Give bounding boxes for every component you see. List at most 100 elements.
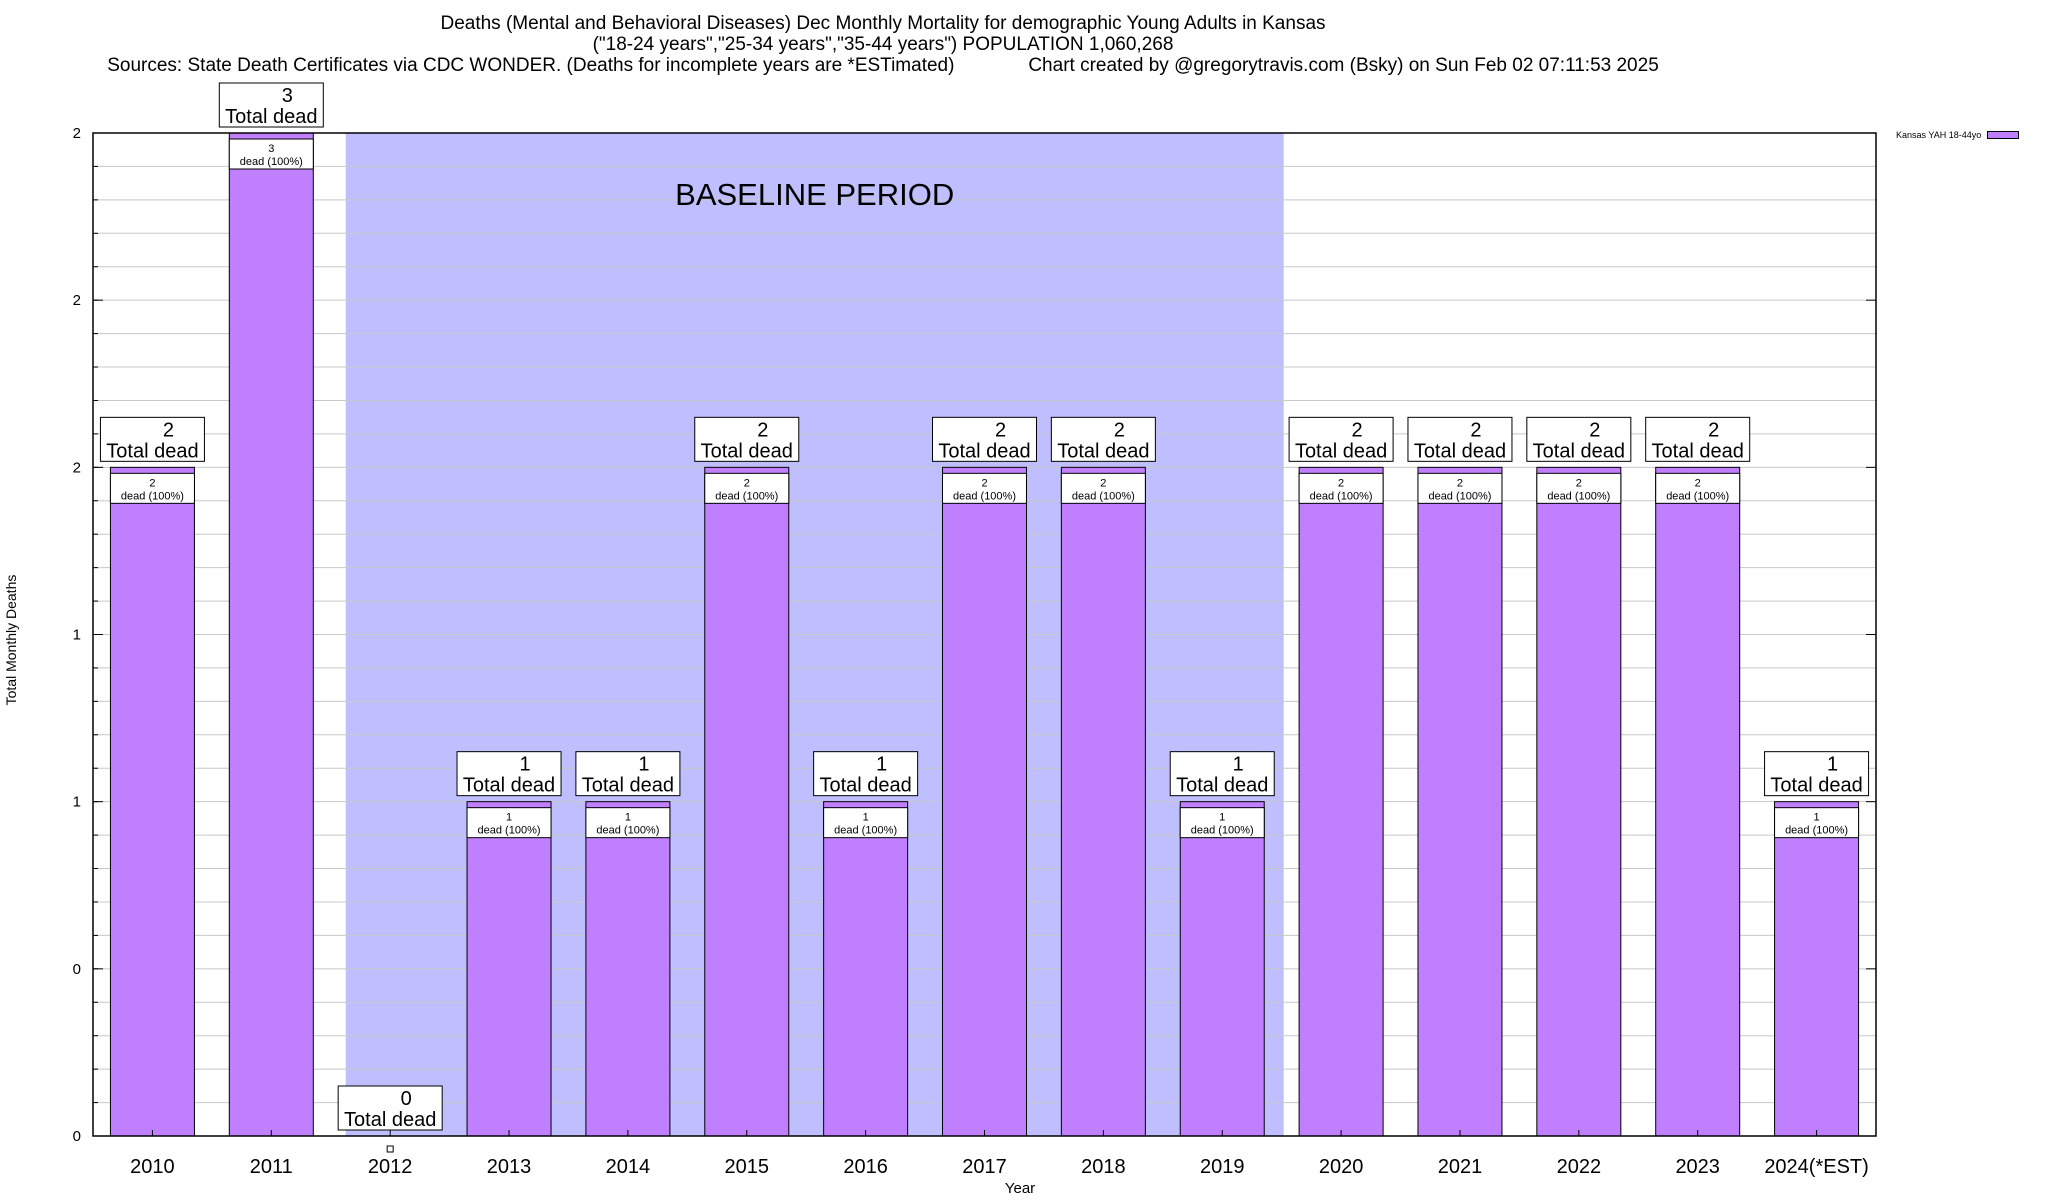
- total-label-value: 2: [163, 419, 174, 441]
- inner-label-text: dead (100%): [1310, 490, 1373, 502]
- total-label-text: Total dead: [1652, 440, 1744, 462]
- inner-label-box: [585, 807, 671, 839]
- total-label-box: [1407, 416, 1513, 462]
- bar-2023: [1655, 466, 1741, 1137]
- legend: Kansas YAH 18-44yo: [1896, 130, 2020, 140]
- total-label-box: [456, 751, 562, 797]
- bar-2021: [1417, 466, 1503, 1137]
- bar-2016: [823, 801, 909, 1137]
- chart-title-line-1: Deaths (Mental and Behavioral Diseases) …: [440, 13, 1326, 34]
- total-label-text: Total dead: [1057, 440, 1149, 462]
- inner-label-box: [109, 472, 195, 504]
- total-label-text: Total dead: [701, 440, 793, 462]
- inner-label-value: 3: [268, 143, 274, 155]
- y-tick-label: 2: [73, 125, 81, 142]
- x-tick-label: 2022: [1557, 1156, 1602, 1178]
- bar-2020: [1298, 466, 1384, 1137]
- total-label-value: 3: [282, 85, 293, 107]
- inner-label-value: 2: [1457, 477, 1463, 489]
- total-label-text: Total dead: [1770, 775, 1862, 797]
- y-tick-label: 0: [73, 1128, 81, 1145]
- total-label-text: Total dead: [106, 440, 198, 462]
- inner-label-value: 1: [863, 812, 869, 824]
- inner-label-box: [1536, 472, 1622, 504]
- inner-label-box: [823, 807, 909, 839]
- inner-label-value: 2: [744, 477, 750, 489]
- inner-label-box: [942, 472, 1027, 504]
- inner-label-text: dead (100%): [121, 490, 184, 502]
- y-tick-label: 1: [73, 794, 81, 811]
- inner-label-text: dead (100%): [1785, 825, 1848, 837]
- inner-label-value: 1: [506, 812, 512, 824]
- x-tick-label: 2023: [1675, 1156, 1720, 1178]
- x-tick-label: 2018: [1081, 1156, 1126, 1178]
- total-label-value: 1: [519, 754, 530, 776]
- x-tick-label: 2016: [843, 1156, 888, 1178]
- total-label-text: Total dead: [344, 1109, 436, 1131]
- inner-label-box: [1298, 472, 1384, 504]
- x-tick-label: 2013: [487, 1156, 532, 1178]
- x-tick-label: 2024(*EST): [1764, 1156, 1869, 1178]
- total-label-text: Total dead: [1414, 440, 1506, 462]
- inner-label-text: dead (100%): [715, 490, 778, 502]
- total-label-value: 1: [1827, 754, 1838, 776]
- bar-2022: [1536, 466, 1622, 1137]
- total-label-value: 2: [1708, 419, 1719, 441]
- x-tick-label: 2020: [1319, 1156, 1364, 1178]
- total-label-text: Total dead: [582, 775, 674, 797]
- total-label-box: [1764, 751, 1870, 797]
- bar-2010: [109, 466, 195, 1137]
- inner-label-box: [466, 807, 552, 839]
- inner-label-text: dead (100%): [1191, 825, 1254, 837]
- inner-label-text: dead (100%): [1666, 490, 1729, 502]
- bar-2017: [942, 466, 1027, 1137]
- inner-label-text: dead (100%): [240, 156, 303, 168]
- total-label-box: [1288, 416, 1394, 462]
- inner-label-box: [1060, 472, 1146, 504]
- inner-label-text: dead (100%): [1547, 490, 1610, 502]
- total-label-text: Total dead: [1295, 440, 1387, 462]
- inner-label-box: [1417, 472, 1503, 504]
- x-tick-label: 2015: [725, 1156, 770, 1178]
- inner-label-text: dead (100%): [478, 825, 541, 837]
- inner-label-box: [228, 138, 314, 170]
- total-label-value: 1: [638, 754, 649, 776]
- total-label-box: [1169, 751, 1275, 797]
- bar-2024(*EST): [1774, 801, 1860, 1137]
- total-label-text: Total dead: [938, 440, 1030, 462]
- inner-label-value: 1: [1814, 812, 1820, 824]
- total-label-value: 0: [401, 1088, 412, 1110]
- inner-label-text: dead (100%): [953, 490, 1016, 502]
- total-label-value: 2: [1114, 419, 1125, 441]
- inner-label-value: 2: [1100, 477, 1106, 489]
- total-label-box: [575, 751, 681, 797]
- baseline-period-label: BASELINE PERIOD: [675, 177, 954, 212]
- zero-marker: [386, 1145, 394, 1153]
- bar-2015: [704, 466, 790, 1137]
- total-label-box: [337, 1085, 443, 1131]
- total-label-box: [694, 416, 800, 462]
- total-label-text: Total dead: [1533, 440, 1625, 462]
- bar-2013: [466, 801, 552, 1137]
- legend-label: Kansas YAH 18-44yo: [1896, 130, 1982, 140]
- x-tick-label: 2017: [962, 1156, 1007, 1178]
- inner-label-text: dead (100%): [1072, 490, 1135, 502]
- total-label-value: 2: [1589, 419, 1600, 441]
- x-tick-label: 2021: [1438, 1156, 1483, 1178]
- y-tick-label: 0: [73, 961, 81, 978]
- inner-label-text: dead (100%): [596, 825, 659, 837]
- x-tick-label: 2014: [606, 1156, 651, 1178]
- total-label-text: Total dead: [225, 106, 317, 128]
- total-label-value: 2: [757, 419, 768, 441]
- total-label-value: 2: [1470, 419, 1481, 441]
- legend-swatch: [1987, 131, 2020, 139]
- total-label-box: [1645, 416, 1751, 462]
- y-tick-label: 1: [73, 627, 81, 644]
- x-tick-label: 2010: [130, 1156, 175, 1178]
- total-label-box: [1050, 416, 1156, 462]
- y-axis-label: Total Monthly Deaths: [3, 574, 19, 706]
- bar-2011: [228, 132, 314, 1137]
- y-tick-label: 2: [73, 292, 81, 309]
- total-label-value: 1: [1233, 754, 1244, 776]
